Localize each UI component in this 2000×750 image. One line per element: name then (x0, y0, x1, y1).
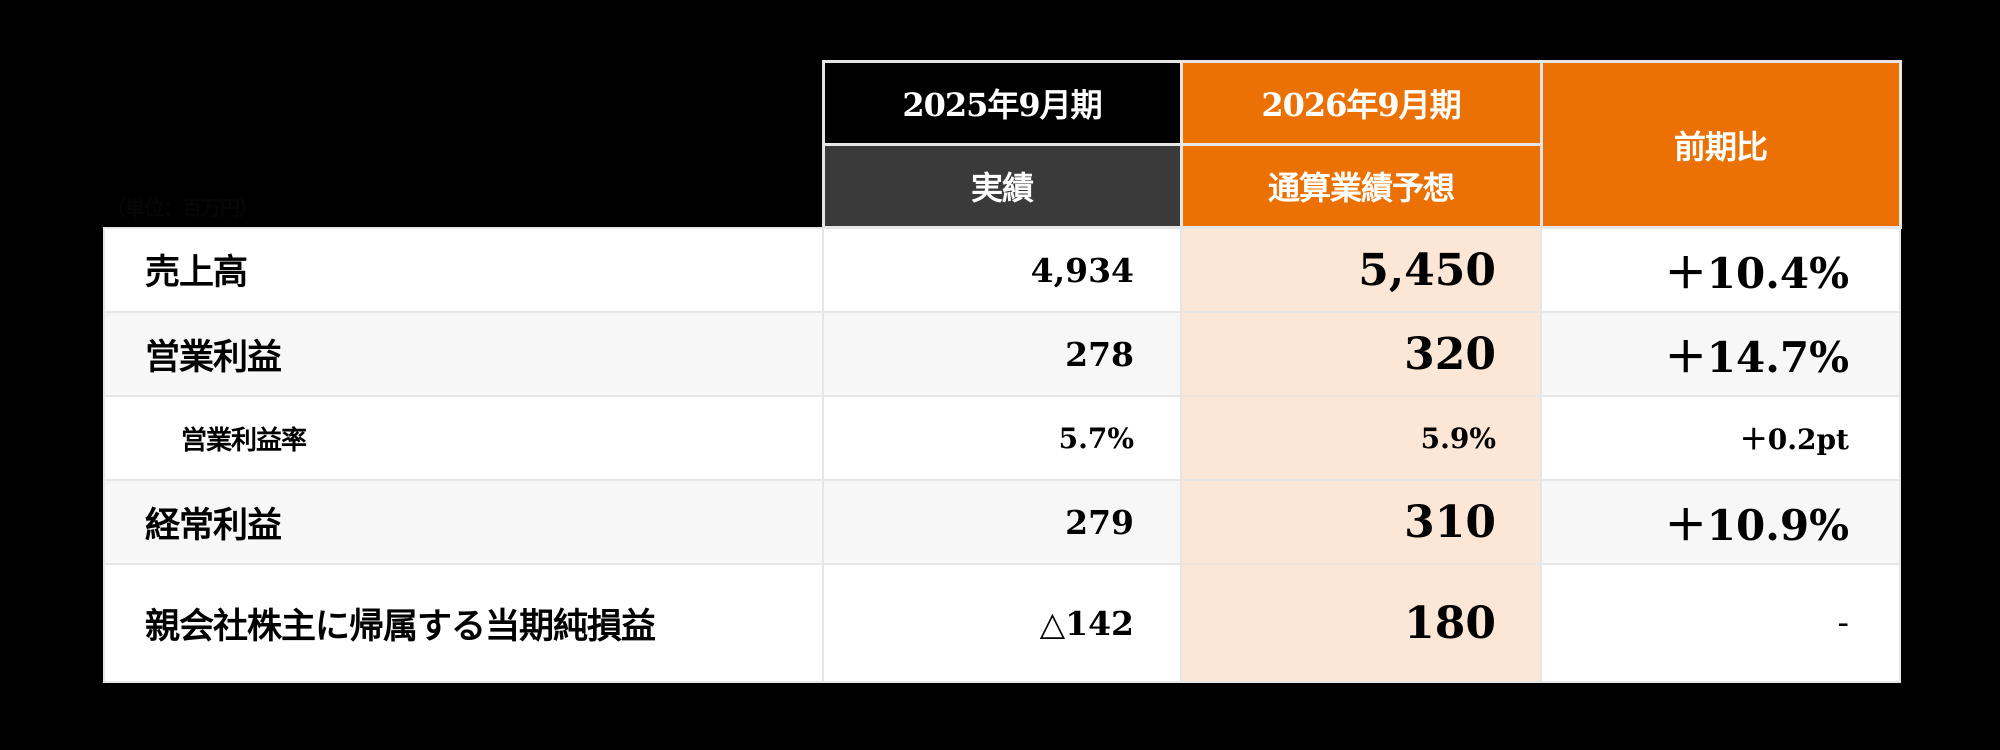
table-row-operating-income: 営業利益 278 320 ＋14.7% (103, 311, 1901, 397)
table-row-net-sales: 売上高 4,934 5,450 ＋10.4% (103, 226, 1901, 313)
forecast-value: 5.9% (1180, 395, 1542, 481)
header-blank-cell: （単位：百万円） (104, 61, 823, 228)
table-row-net-income: 親会社株主に帰属する当期純損益 △142 180 - (103, 563, 1901, 683)
header-forecast-period: 2026年9月期 (1179, 60, 1543, 146)
forecast-value: 5,450 (1180, 226, 1542, 313)
header-forecast-type: 通算業績予想 (1179, 143, 1543, 229)
yoy-value: ＋0.2pt (1540, 395, 1901, 481)
prev-actual-value: 5.7% (822, 395, 1182, 481)
header-yoy: 前期比 (1539, 60, 1902, 229)
prev-actual-value: 4,934 (822, 226, 1182, 313)
table-row-operating-margin: 営業利益率 5.7% 5.9% ＋0.2pt (103, 395, 1901, 481)
prev-actual-value: 278 (822, 311, 1182, 397)
row-label: 営業利益率 (103, 395, 824, 481)
table-row-ordinary-income: 経常利益 279 310 ＋10.9% (103, 479, 1901, 565)
row-label: 親会社株主に帰属する当期純損益 (103, 563, 824, 683)
row-label: 経常利益 (103, 479, 824, 565)
yoy-value: ＋10.4% (1540, 226, 1901, 313)
row-label: 営業利益 (103, 311, 824, 397)
earnings-forecast-table: （単位：百万円） 2025年9月期 2026年9月期 前期比 実績 通算業績予想… (103, 60, 1902, 683)
yoy-value: - (1540, 563, 1901, 683)
row-label: 売上高 (103, 226, 824, 313)
forecast-value: 320 (1180, 311, 1542, 397)
yoy-value: ＋14.7% (1540, 311, 1901, 397)
prev-actual-value: 279 (822, 479, 1182, 565)
header-row-type: 実績 通算業績予想 (104, 143, 1900, 229)
yoy-value: ＋10.9% (1540, 479, 1901, 565)
header-row-period: （単位：百万円） 2025年9月期 2026年9月期 前期比 (104, 60, 1902, 229)
header-prev-actual: 実績 (821, 143, 1183, 229)
header-prev-period: 2025年9月期 (821, 60, 1183, 146)
unit-note: （単位：百万円） (106, 195, 259, 220)
forecast-value: 180 (1180, 563, 1542, 683)
prev-actual-value: △142 (822, 563, 1182, 683)
forecast-value: 310 (1180, 479, 1542, 565)
